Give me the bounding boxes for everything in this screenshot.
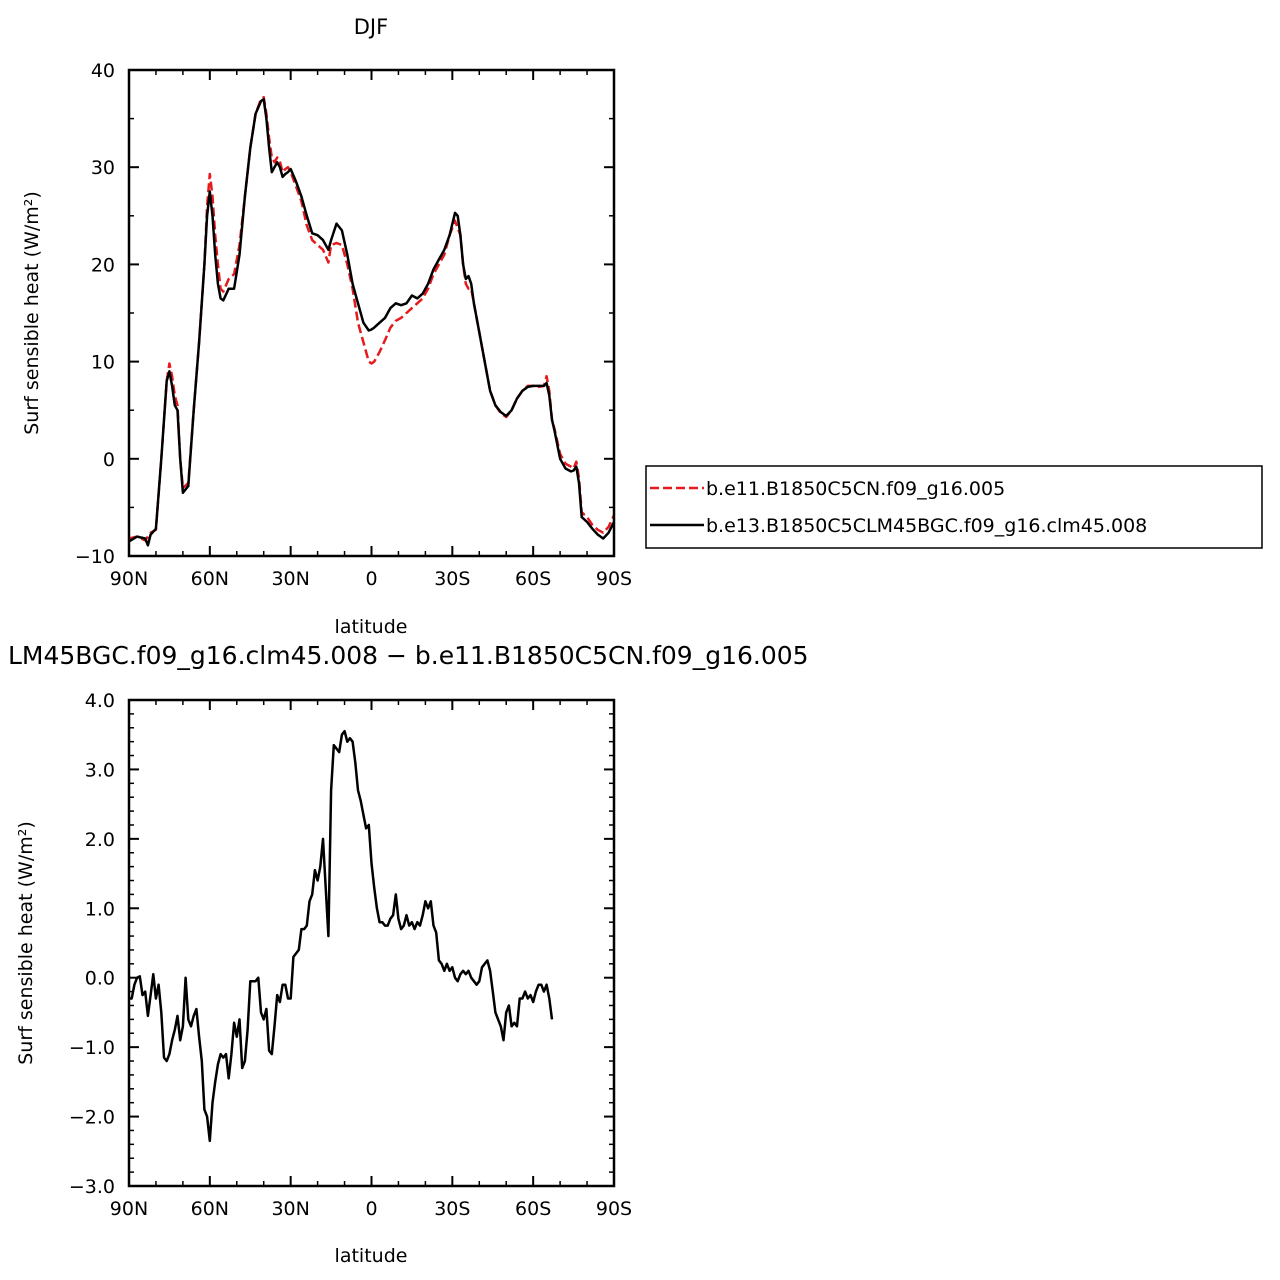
panel-2-xlabel: latitude: [335, 1245, 408, 1267]
panel-1-xtick-label: 60N: [191, 568, 229, 590]
legend-box: [645, 465, 1263, 549]
panel-1-xtick-label: 0: [365, 568, 377, 590]
panel-2-xtick-label: 90N: [110, 1198, 148, 1220]
legend-label-series-2: b.e13.B1850C5CLM45BGC.f09_g16.clm45.008: [706, 515, 1147, 537]
panel-2-xtick-label: 60S: [515, 1198, 551, 1220]
panel-1-xtick-label: 30S: [434, 568, 470, 590]
panel-1-ytick-label: 0: [103, 449, 115, 471]
panel-1-ytick-label: 10: [91, 352, 115, 374]
panel-2-xtick-label: 30S: [434, 1198, 470, 1220]
panel-2-ytick-label: −2.0: [69, 1107, 115, 1129]
panel-1-series-2-line: [128, 97, 616, 547]
legend: b.e11.B1850C5CN.f09_g16.005 b.e13.B1850C…: [645, 465, 1263, 549]
panel-1-ytick-label: 40: [91, 60, 115, 82]
panel-1-series-layer: [128, 95, 616, 547]
panel-2-ytick-label: −1.0: [69, 1037, 115, 1059]
panel-1-xlabel: latitude: [335, 616, 408, 638]
panel-1-ylabel: Surf sensible heat (W/m²): [21, 191, 43, 435]
panel-2-ticks: 90N 60N 30N 0 30S 60S 90S −3.0 −2.0 −1.0 0.0 1.0 2.0…: [69, 690, 632, 1220]
panel-2-ytick-label: 0.0: [85, 968, 115, 990]
panel-2-series-layer: [129, 729, 554, 1143]
panel-2-ylabel: Surf sensible heat (W/m²): [15, 821, 37, 1065]
panel-2-ytick-label: 3.0: [85, 759, 115, 781]
panel-1-xtick-label: 90S: [596, 568, 632, 590]
panel-1-xtick-label: 30N: [271, 568, 309, 590]
panel-1-title: DJF: [354, 15, 388, 39]
panel-2-xtick-label: 90S: [596, 1198, 632, 1220]
panel-2-ytick-label: 1.0: [85, 898, 115, 920]
panel-1-series-1-line: [128, 95, 616, 542]
panel-1-ticks: 90N 60N 30N 0 30S 60S 90S −10 0 10 20 30 40: [75, 60, 632, 590]
panel-2-xtick-label: 0: [365, 1198, 377, 1220]
panel-2-xtick-label: 60N: [191, 1198, 229, 1220]
panel-1-ytick-label: 30: [91, 157, 115, 179]
panel-2-xtick-label: 30N: [271, 1198, 309, 1220]
panel-1-ytick-label: 20: [91, 254, 115, 276]
panel-1-xtick-label: 90N: [110, 568, 148, 590]
panel-1-ytick-label: −10: [75, 546, 115, 568]
panel-2: LM45BGC.f09_g16.clm45.008 − b.e11.B1850C…: [8, 641, 809, 1267]
panel-2-frame: [127, 698, 616, 1188]
legend-label-series-1: b.e11.B1850C5CN.f09_g16.005: [706, 478, 1005, 500]
panel-1-xtick-label: 60S: [515, 568, 551, 590]
panel-2-ytick-label: −3.0: [69, 1176, 115, 1198]
panel-2-ytick-label: 2.0: [85, 829, 115, 851]
panel-1: DJF 90N 60N 30N 0 30S 60S 90S −10 0 10 20 30 40 lati…: [21, 15, 632, 638]
panel-2-series-1-line: [129, 729, 554, 1143]
panel-2-title: LM45BGC.f09_g16.clm45.008 − b.e11.B1850C…: [8, 641, 809, 670]
panel-2-ytick-label: 4.0: [85, 690, 115, 712]
